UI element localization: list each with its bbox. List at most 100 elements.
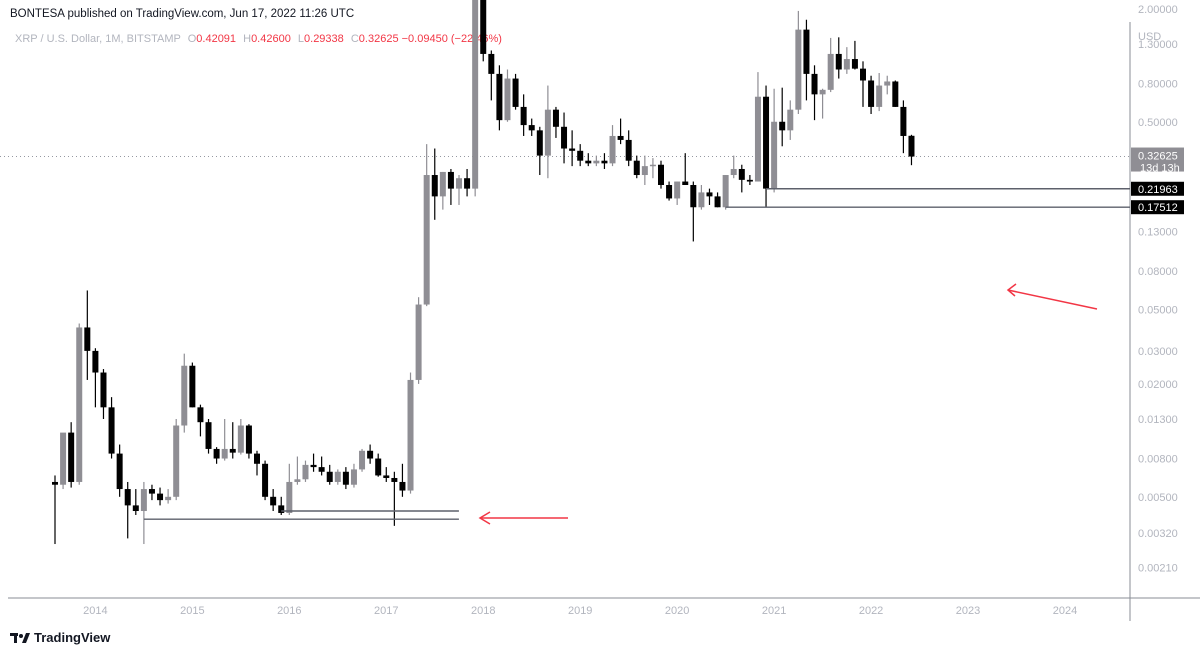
candle-2016-07[interactable] — [334, 469, 341, 485]
candle-2019-09[interactable] — [641, 155, 648, 186]
candle-2019-10[interactable] — [649, 158, 656, 179]
candle-2019-01[interactable] — [577, 144, 584, 167]
candle-2017-05[interactable] — [415, 297, 422, 384]
candle-2021-11[interactable] — [851, 40, 858, 70]
candle-2013-08[interactable] — [52, 475, 58, 545]
candle-2021-04[interactable] — [795, 10, 802, 115]
candle-2017-08[interactable] — [439, 171, 446, 210]
candle-2013-12[interactable] — [84, 290, 91, 380]
candle-2014-11[interactable] — [173, 418, 180, 501]
candle-2022-05[interactable] — [900, 100, 907, 154]
candle-2016-05[interactable] — [318, 456, 325, 476]
candle-2016-09[interactable] — [350, 463, 357, 488]
candle-2017-02[interactable] — [391, 471, 398, 526]
candle-2017-10[interactable] — [456, 175, 462, 205]
candle-2013-09[interactable] — [60, 432, 67, 490]
candle-2018-08[interactable] — [536, 126, 543, 176]
candle-2021-10[interactable] — [843, 47, 850, 74]
candle-2015-09[interactable] — [254, 450, 260, 476]
candle-2018-02[interactable] — [488, 50, 495, 101]
candle-2015-12[interactable] — [278, 496, 285, 515]
candle-2022-02[interactable] — [876, 72, 883, 112]
candle-2018-01[interactable] — [480, 0, 487, 62]
candle-2019-12[interactable] — [666, 181, 673, 201]
candles[interactable] — [52, 0, 915, 545]
candle-2020-09[interactable] — [738, 164, 745, 193]
candle-2018-05[interactable] — [512, 73, 519, 110]
candle-2021-05[interactable] — [803, 19, 810, 101]
candle-2021-08[interactable] — [827, 37, 834, 93]
candle-2021-12[interactable] — [860, 61, 866, 107]
candle-2019-04[interactable] — [601, 153, 608, 169]
candle-2016-03[interactable] — [302, 460, 309, 482]
candle-2017-09[interactable] — [447, 168, 454, 205]
candle-2018-10[interactable] — [552, 106, 559, 138]
candle-2015-10[interactable] — [262, 460, 269, 501]
candle-2013-11[interactable] — [76, 323, 83, 485]
candle-2020-06[interactable] — [714, 192, 721, 208]
candle-2014-02[interactable] — [100, 369, 107, 419]
candle-2020-11[interactable] — [754, 72, 761, 182]
candle-2018-04[interactable] — [504, 69, 511, 122]
candle-2018-09[interactable] — [544, 85, 551, 179]
candle-2022-03[interactable] — [884, 75, 891, 95]
candle-2015-07[interactable] — [237, 418, 244, 455]
candle-2013-10[interactable] — [68, 422, 75, 488]
candle-2020-04[interactable] — [698, 185, 705, 210]
candle-2021-01[interactable] — [771, 88, 778, 193]
candle-2018-06[interactable] — [520, 94, 527, 136]
candle-2020-10[interactable] — [746, 175, 753, 186]
candle-2020-08[interactable] — [730, 155, 737, 179]
candle-2015-01[interactable] — [189, 362, 196, 408]
candle-2016-08[interactable] — [342, 467, 349, 490]
candle-2014-07[interactable] — [140, 481, 147, 545]
candle-2014-01[interactable] — [92, 348, 99, 408]
candle-2017-11[interactable] — [464, 168, 471, 197]
candle-2016-01[interactable] — [286, 463, 293, 515]
candle-2018-12[interactable] — [569, 130, 576, 167]
candle-2019-06[interactable] — [617, 118, 624, 145]
candle-2019-02[interactable] — [585, 153, 592, 167]
candle-2021-02[interactable] — [779, 87, 786, 147]
candle-2019-07[interactable] — [625, 130, 632, 167]
candle-2019-11[interactable] — [658, 160, 664, 189]
candle-2022-04[interactable] — [892, 80, 899, 107]
candle-2018-03[interactable] — [496, 65, 503, 131]
candle-2021-06[interactable] — [811, 65, 818, 121]
candle-2016-11[interactable] — [367, 444, 374, 464]
candle-2017-01[interactable] — [383, 467, 390, 482]
candle-2015-11[interactable] — [270, 489, 277, 512]
candle-2022-06[interactable] — [908, 134, 915, 166]
candle-2017-03[interactable] — [399, 463, 406, 497]
candle-2017-07[interactable] — [431, 148, 438, 220]
candle-2020-03[interactable] — [690, 181, 697, 242]
candle-2015-02[interactable] — [197, 404, 204, 437]
candle-2015-05[interactable] — [221, 418, 228, 461]
candle-2020-01[interactable] — [674, 181, 681, 205]
candle-2015-06[interactable] — [229, 422, 236, 459]
candle-2021-07[interactable] — [819, 88, 826, 119]
candle-2021-03[interactable] — [787, 100, 794, 140]
candle-2018-07[interactable] — [528, 118, 535, 136]
candle-2016-06[interactable] — [326, 464, 333, 485]
candle-2020-07[interactable] — [722, 175, 729, 210]
candle-2014-10[interactable] — [165, 489, 172, 504]
candle-2014-03[interactable] — [108, 397, 115, 459]
candle-2015-04[interactable] — [213, 447, 220, 464]
candle-2016-04[interactable] — [310, 453, 317, 472]
tradingview-logo[interactable]: TradingView — [10, 630, 110, 645]
candle-2017-06[interactable] — [423, 144, 430, 307]
candle-2014-12[interactable] — [181, 353, 188, 433]
candle-2017-12[interactable] — [472, 0, 479, 197]
candle-2014-04[interactable] — [116, 444, 123, 497]
support-levels[interactable]: 0.21963 0.17512 — [143, 181, 1184, 520]
candle-2016-12[interactable] — [375, 453, 382, 477]
candle-2021-09[interactable] — [835, 37, 842, 79]
candle-2016-02[interactable] — [294, 456, 301, 485]
candle-2022-01[interactable] — [868, 75, 875, 115]
candle-2014-06[interactable] — [132, 489, 139, 515]
candle-2016-10[interactable] — [359, 448, 366, 472]
candle-2014-09[interactable] — [157, 487, 164, 506]
candle-2020-12[interactable] — [763, 85, 770, 208]
